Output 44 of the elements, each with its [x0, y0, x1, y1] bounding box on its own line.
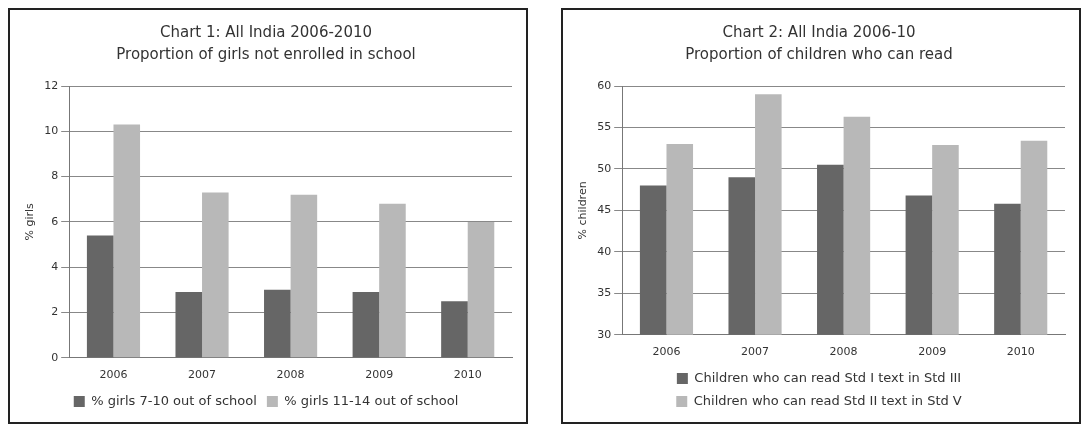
legend-label: % girls 7-10 out of school: [91, 392, 257, 408]
bar: [202, 192, 229, 358]
x-tick-label: 2010: [1006, 345, 1035, 359]
x-tick-label: 2009: [918, 345, 947, 359]
y-tick-label: 50: [597, 161, 612, 175]
y-axis-title: % children: [576, 181, 590, 240]
y-tick-label: 60: [597, 78, 612, 92]
y-tick-label: 45: [597, 203, 612, 217]
y-tick-label: 10: [44, 124, 59, 138]
y-tick-label: 55: [597, 120, 612, 134]
bar: [86, 235, 114, 358]
x-tick-label: 2007: [188, 368, 217, 382]
bar: [379, 203, 406, 358]
chart-title: Chart 2: All India 2006-10: [722, 22, 916, 41]
x-tick-label: 2006: [652, 345, 681, 359]
legend-label: Children who can read Std I text in Std III: [694, 369, 962, 385]
x-tick-label: 2010: [453, 368, 482, 382]
y-axis-title: % girls: [23, 202, 37, 241]
x-tick-label: 2006: [99, 368, 128, 382]
bar: [113, 124, 141, 358]
y-tick-label: 40: [597, 244, 612, 258]
bar: [441, 301, 468, 358]
y-tick-label: 8: [51, 169, 59, 183]
y-tick-label: 6: [51, 214, 59, 228]
x-tick-label: 2008: [829, 345, 858, 359]
bar: [290, 194, 318, 358]
y-tick-label: 12: [44, 78, 59, 92]
y-tick-label: 0: [51, 350, 59, 364]
legend-label: % girls 11-14 out of school: [284, 392, 459, 408]
y-tick-label: 30: [597, 327, 612, 341]
legend-label: Children who can read Std II text in Std V: [693, 392, 962, 408]
y-tick-label: 35: [597, 286, 612, 300]
chart-subtitle: Proportion of girls not enrolled in school: [116, 44, 416, 63]
x-tick-label: 2008: [276, 368, 305, 382]
x-tick-label: 2009: [365, 368, 394, 382]
chart-title: Chart 1: All India 2006-2010: [159, 22, 373, 41]
bar: [352, 292, 380, 358]
bar: [467, 221, 495, 358]
chart-subtitle: Proportion of children who can read: [685, 44, 953, 63]
bar: [264, 289, 291, 358]
y-tick-label: 4: [51, 260, 59, 274]
bar: [175, 292, 203, 358]
x-tick-label: 2007: [741, 345, 770, 359]
y-tick-label: 2: [51, 305, 59, 319]
